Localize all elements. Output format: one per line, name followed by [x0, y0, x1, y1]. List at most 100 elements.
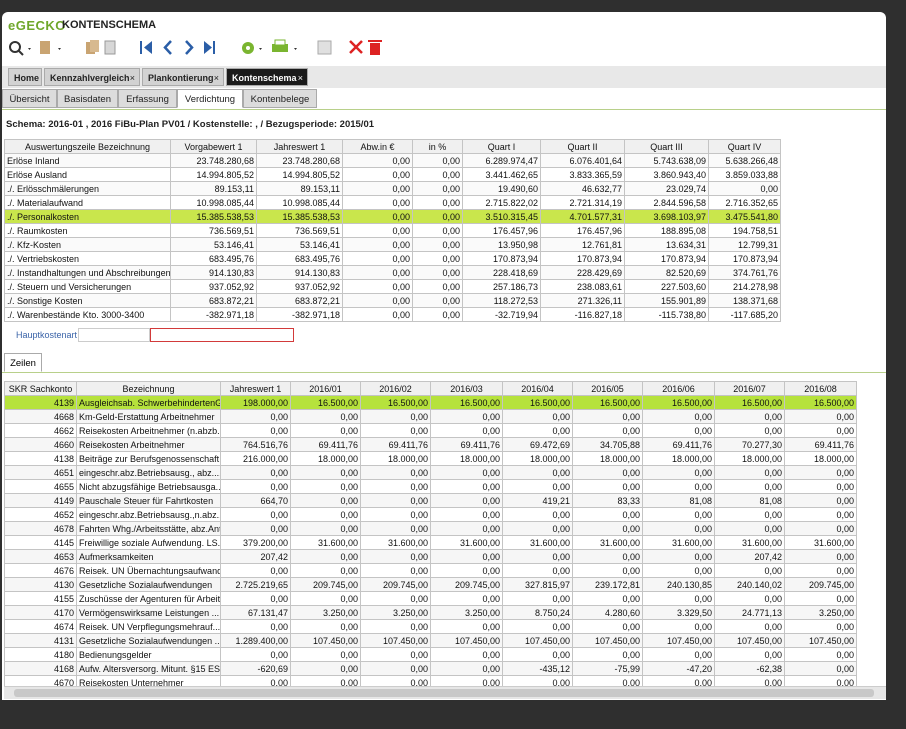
column-header[interactable]: Abw.in €: [342, 139, 413, 154]
column-header[interactable]: 2016/01: [290, 381, 361, 396]
table-row[interactable]: 4678 Fahrten Whg./Arbeitsstätte, abz.Ant.…: [4, 521, 857, 536]
tab[interactable]: Home: [8, 68, 42, 86]
input[interactable]: [78, 328, 150, 342]
table-row[interactable]: 4653 Aufmerksamkeiten 207,42 0,00 0,00 0,00 0,…: [4, 549, 857, 564]
column-header[interactable]: Quart II: [540, 139, 625, 154]
column-header[interactable]: 2016/06: [642, 381, 715, 396]
search-button[interactable]: [9, 41, 31, 56]
cell: 3.329,50: [642, 605, 715, 620]
subtab[interactable]: Basisdaten: [57, 89, 118, 108]
cell: 107.450,00: [502, 633, 573, 648]
table-row[interactable]: ./. Erlösschmälerungen 89.153,11 89.153,11…: [4, 181, 781, 196]
subtab[interactable]: Erfassung: [118, 89, 177, 108]
subtab[interactable]: Kontenbelege: [243, 89, 317, 108]
table-row[interactable]: 4652 eingeschr.abz.Betriebsausg.,n.abz...…: [4, 507, 857, 522]
column-header[interactable]: Jahreswert 1: [220, 381, 291, 396]
column-header[interactable]: Quart IV: [708, 139, 781, 154]
tab[interactable]: Kontenschema ×: [226, 68, 308, 86]
print-button[interactable]: [272, 39, 297, 52]
table-row[interactable]: 4180 Bedienungsgelder 0,00 0,00 0,00 0,00 0,00…: [4, 647, 857, 662]
table-row[interactable]: 4168 Aufw. Altersversorg. Mitunt. §15 ESt…: [4, 661, 857, 676]
column-header[interactable]: 2016/02: [360, 381, 431, 396]
column-header[interactable]: Auswertungszeile Bezeichnung: [4, 139, 171, 154]
table-row[interactable]: 4670 Reisekosten Unternehmer 0,00 0,00 0,00 0…: [4, 675, 857, 686]
table-row[interactable]: ./. Vertriebskosten 683.495,76 683.495,76 0…: [4, 251, 781, 266]
table-row[interactable]: ./. Materialaufwand 10.998.085,44 10.998.0…: [4, 195, 781, 210]
table-row[interactable]: ./. Steuern und Versicherungen 937.052,92…: [4, 279, 781, 294]
scrollbar[interactable]: [4, 686, 886, 699]
table-row[interactable]: 4662 Reisekosten Arbeitnehmer (n.abzb... 0…: [4, 423, 857, 438]
cell: 0,00: [572, 675, 643, 686]
table-row[interactable]: ./. Warenbestände Kto. 3000-3400 -382.971…: [4, 307, 781, 322]
cell: 0,00: [714, 479, 785, 494]
cell: 6.289.974,47: [462, 153, 541, 168]
table-row[interactable]: Erlöse Ausland 14.994.805,52 14.994.805,52…: [4, 167, 781, 182]
cell: 0,00: [502, 479, 573, 494]
table-row[interactable]: ./. Raumkosten 736.569,51 736.569,51 0,00 0,…: [4, 223, 781, 238]
delete-button[interactable]: [368, 40, 382, 55]
table-row[interactable]: 4655 Nicht abzugsfähige Betriebsausga... 0…: [4, 479, 857, 494]
scroll-thumb[interactable]: [14, 689, 874, 697]
cell: 18.000,00: [430, 451, 503, 466]
cell: 683.872,21: [170, 293, 257, 308]
table-row[interactable]: 4138 Beiträge zur Berufsgenossenschaft 216…: [4, 451, 857, 466]
settings-button[interactable]: [242, 42, 262, 54]
cell: 0,00: [502, 521, 573, 536]
table-row[interactable]: 4131 Gesetzliche Sozialaufwendungen ... 1.…: [4, 633, 857, 648]
column-header[interactable]: Bezeichnung: [76, 381, 221, 396]
column-header[interactable]: 2016/03: [430, 381, 503, 396]
table-row[interactable]: 4651 eingeschr.abz.Betriebsausg., abz....…: [4, 465, 857, 480]
cell: Pauschale Steuer für Fahrtkosten: [76, 493, 221, 508]
table-row[interactable]: ./. Personalkosten 15.385.538,53 15.385.53…: [4, 209, 781, 224]
table-row[interactable]: ./. Kfz-Kosten 53.146,41 53.146,41 0,00 0,00…: [4, 237, 781, 252]
column-header[interactable]: 2016/05: [572, 381, 643, 396]
table-row[interactable]: 4145 Freiwillige soziale Aufwendung. LS..…: [4, 535, 857, 550]
column-header[interactable]: 2016/08: [784, 381, 857, 396]
cancel-button[interactable]: [349, 40, 363, 54]
tab[interactable]: Kennzahlvergleich ×: [44, 68, 140, 86]
copy-button[interactable]: [86, 40, 99, 54]
cell: ./. Warenbestände Kto. 3000-3400: [4, 307, 171, 322]
table-row[interactable]: 4676 Reisek. UN Übernachtungsaufwand 0,00 0…: [4, 563, 857, 578]
cell: Aufmerksamkeiten: [76, 549, 221, 564]
tab-close[interactable]: ×: [297, 73, 303, 83]
column-header[interactable]: 2016/04: [502, 381, 573, 396]
paste-button[interactable]: [104, 40, 116, 55]
tab[interactable]: Zeilen: [4, 353, 42, 372]
cell: 228.418,69: [462, 265, 541, 280]
tab-close[interactable]: ×: [129, 73, 135, 83]
table-row[interactable]: 4149 Pauschale Steuer für Fahrtkosten 664,…: [4, 493, 857, 508]
navigation[interactable]: [140, 40, 215, 55]
input[interactable]: [150, 328, 294, 342]
column-header[interactable]: Vorgabewert 1: [170, 139, 257, 154]
table-row[interactable]: 4155 Zuschüsse der Agenturen für Arbeit 0,…: [4, 591, 857, 606]
table-row[interactable]: ./. Instandhaltungen und Abschreibungen 9…: [4, 265, 781, 280]
table-row[interactable]: 4130 Gesetzliche Sozialaufwendungen 2.725.…: [4, 577, 857, 592]
new-button[interactable]: [40, 41, 61, 54]
cell: 4652: [4, 507, 77, 522]
cell: 10.998.085,44: [170, 195, 257, 210]
subtab[interactable]: Verdichtung: [177, 89, 243, 108]
column-header[interactable]: Quart I: [462, 139, 541, 154]
table-row[interactable]: 4139 Ausgleichsab. SchwerbehindertenG 198.…: [4, 395, 857, 410]
cell: 81,08: [642, 493, 715, 508]
table-row[interactable]: 4668 Km-Geld-Erstattung Arbeitnehmer 0,00 0…: [4, 409, 857, 424]
column-header[interactable]: SKR Sachkonto: [4, 381, 77, 396]
cell: 31.600,00: [430, 535, 503, 550]
tab[interactable]: Plankontierung ×: [142, 68, 224, 86]
subtab[interactable]: Übersicht: [2, 89, 57, 108]
cell: 379.200,00: [220, 535, 291, 550]
table-row[interactable]: 4660 Reisekosten Arbeitnehmer 764.516,76 69…: [4, 437, 857, 452]
column-header[interactable]: Jahreswert 1: [256, 139, 343, 154]
column-header[interactable]: in %: [412, 139, 463, 154]
column-header[interactable]: Quart III: [624, 139, 709, 154]
column-header[interactable]: 2016/07: [714, 381, 785, 396]
table-row[interactable]: 4170 Vermögenswirksame Leistungen ... 67.1…: [4, 605, 857, 620]
cell: 4170: [4, 605, 77, 620]
table-row[interactable]: 4674 Reisek. UN Verpflegungsmehrauf... 0,0…: [4, 619, 857, 634]
save-button[interactable]: [317, 40, 332, 55]
tab-close[interactable]: ×: [213, 73, 219, 83]
table-row[interactable]: ./. Sonstige Kosten 683.872,21 683.872,21 0…: [4, 293, 781, 308]
cell: 16.500,00: [714, 395, 785, 410]
table-row[interactable]: Erlöse Inland 23.748.280,68 23.748.280,68 0…: [4, 153, 781, 168]
